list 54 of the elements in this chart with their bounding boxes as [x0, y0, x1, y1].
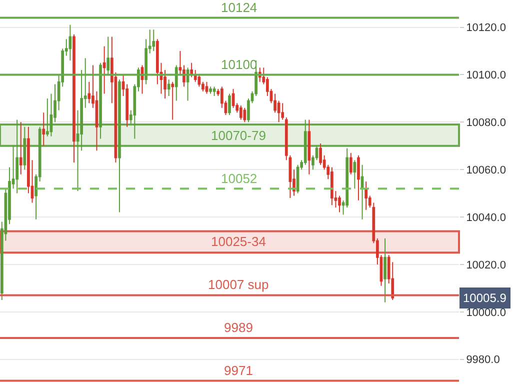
candlestick: [360, 164, 364, 220]
candlestick: [186, 67, 190, 102]
y-tick-label: 10060.0: [466, 164, 506, 176]
y-tick-label: 10120.0: [466, 22, 506, 34]
candlestick: [19, 122, 22, 175]
candlestick: [232, 88, 235, 108]
y-tick-label: 10040.0: [466, 212, 506, 224]
candlestick: [357, 154, 360, 201]
y-tick-label: 10000.0: [466, 306, 506, 319]
candlestick: [99, 62, 102, 140]
candlestick: [239, 105, 242, 120]
candlestick: [118, 78, 121, 213]
candlestick: [194, 69, 197, 82]
candlestick: [308, 119, 311, 175]
candlestick: [152, 29, 156, 52]
candlestick: [72, 34, 76, 163]
candlestick: [353, 160, 356, 190]
candlestick: [198, 74, 201, 88]
candlestick: [281, 102, 284, 120]
ref-line-label: 9989: [224, 320, 253, 335]
candlestick: [23, 126, 26, 170]
candlestick: [330, 166, 334, 206]
ref-line-label: 10007 sup: [208, 277, 269, 292]
candlestick: [171, 81, 174, 120]
y-tick-label: 10100.0: [466, 70, 506, 82]
band-label: 10070-79: [211, 128, 266, 143]
candlestick: [338, 195, 341, 213]
candlestick: [68, 24, 72, 61]
candlestick: [384, 238, 386, 303]
candlestick: [364, 180, 368, 210]
candlestick: [46, 98, 49, 137]
y-tick-label: 10080.0: [466, 117, 506, 130]
candlestick: [102, 46, 106, 94]
candlestick: [205, 81, 208, 94]
band-label: 10025-34: [211, 234, 266, 249]
candlestick: [228, 93, 231, 116]
candlestick: [243, 107, 246, 123]
candlestick: [42, 112, 46, 146]
candlestick: [349, 152, 352, 175]
ref-line-label: 9971: [224, 363, 253, 378]
ref-line-label: 10052: [221, 171, 258, 186]
y-tick-label: 10020.0: [466, 259, 506, 272]
candlestick: [304, 119, 307, 166]
candlestick: [16, 119, 18, 194]
y-tick-label: 9980.0: [466, 354, 500, 366]
candlestick: [319, 143, 322, 166]
candlestick: [106, 36, 110, 76]
candlestick: [212, 86, 216, 97]
candlestick: [167, 78, 170, 97]
candlestick: [174, 64, 178, 102]
candlestick: [209, 86, 212, 94]
ref-line-label: 10124: [221, 0, 258, 15]
text: 10005.9: [463, 291, 507, 305]
candlestick: [140, 64, 144, 94]
